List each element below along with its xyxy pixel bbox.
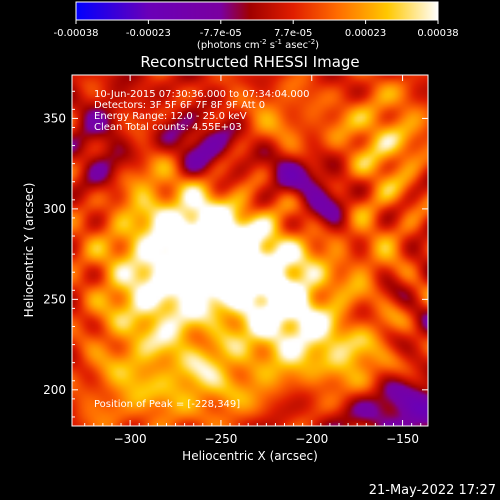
colorbar-tick-label: -0.00023 <box>126 28 171 39</box>
y-tick-label: 250 <box>43 292 66 306</box>
x-axis-label: Heliocentric X (arcsec) <box>182 449 318 463</box>
y-tick-label: 350 <box>43 111 66 125</box>
y-axis-ticks: 200 250 300 350 <box>43 90 428 418</box>
chart-title: Reconstructed RHESSI Image <box>140 53 359 71</box>
footer-timestamp: 21-May-2022 17:27 <box>369 483 496 498</box>
x-tick-label: −300 <box>114 432 147 446</box>
heatmap-raster <box>72 75 428 426</box>
colorbar: -0.00038 -0.00023 -7.7e-05 7.7e-05 0.00023 0.… <box>54 1 459 51</box>
x-tick-label: −250 <box>204 432 237 446</box>
x-axis-ticks: −300 −250 −200 −150 <box>84 75 422 446</box>
colorbar-ticks: -0.00038 -0.00023 -7.7e-05 7.7e-05 0.00023 0.… <box>54 20 459 39</box>
annotation-detectors: Detectors: 3F 5F 6F 7F 8F 9F Att 0 <box>94 100 265 111</box>
plot-frame <box>71 74 429 427</box>
x-tick-label: −200 <box>295 432 328 446</box>
y-tick-label: 200 <box>43 383 66 397</box>
colorbar-tick-label: 0.00038 <box>417 28 458 39</box>
annotation-energy-range: Energy Range: 12.0 - 25.0 keV <box>94 111 247 122</box>
colorbar-units: (photons cm-2 s-1 asec-2) <box>197 38 319 51</box>
annotation-time-range: 10-Jun-2015 07:30:36.000 to 07:34:04.000 <box>94 89 310 100</box>
colorbar-gradient <box>76 2 438 20</box>
colorbar-tick-label: -7.7e-05 <box>200 28 242 39</box>
annotations: 10-Jun-2015 07:30:36.000 to 07:34:04.000… <box>94 89 310 410</box>
colorbar-tick-label: 7.7e-05 <box>274 28 312 39</box>
colorbar-tick-label: 0.00023 <box>345 28 386 39</box>
x-tick-label: −150 <box>386 432 419 446</box>
y-axis-label: Heliocentric Y (arcsec) <box>22 183 36 318</box>
colorbar-frame <box>75 1 439 21</box>
annotation-peak-position: Position of Peak = [-228,349] <box>94 399 240 410</box>
heatmap-image <box>72 75 428 426</box>
colorbar-tick-label: -0.00038 <box>54 28 99 39</box>
annotation-counts: Clean Total counts: 4.55E+03 <box>94 122 242 133</box>
y-tick-label: 300 <box>43 202 66 216</box>
